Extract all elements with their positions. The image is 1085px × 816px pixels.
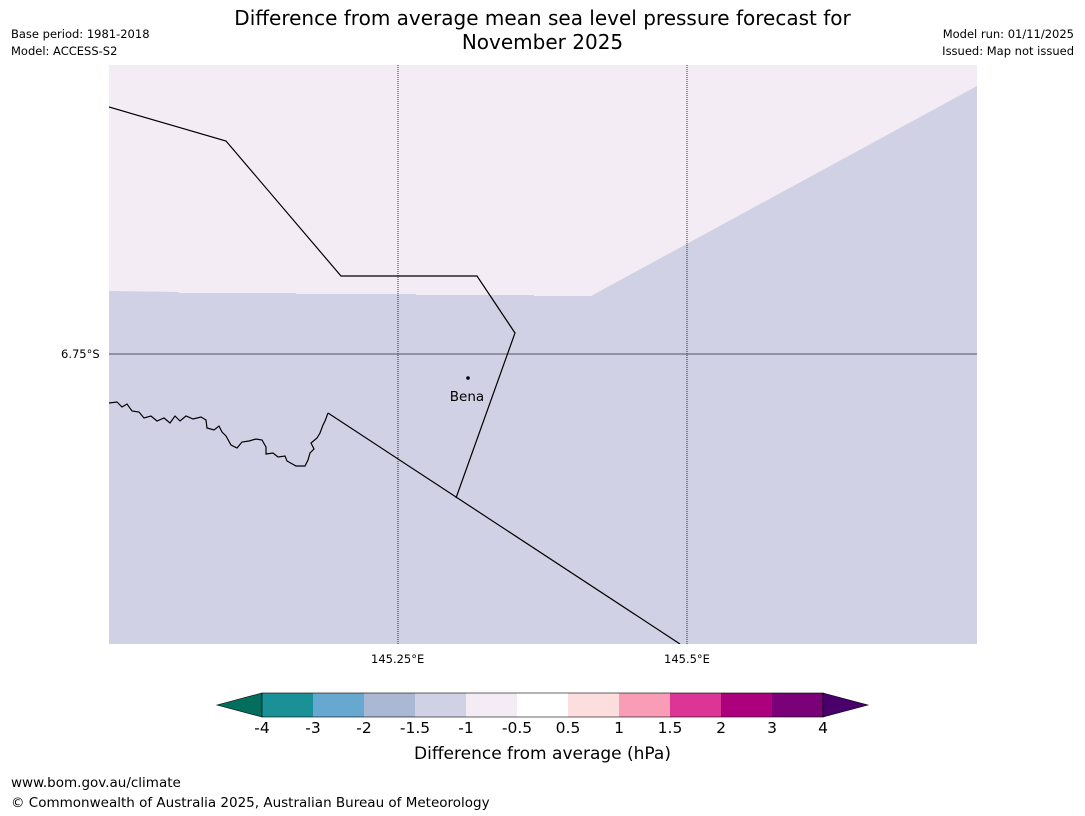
colorbar-title: Difference from average (hPa) bbox=[414, 744, 671, 764]
colorbar-tick: -3 bbox=[305, 719, 321, 737]
colorbar-extend-high bbox=[822, 692, 870, 718]
colorbar-extend-low bbox=[215, 692, 263, 718]
province-boundary-south bbox=[327, 412, 681, 644]
lower-fill-region bbox=[109, 86, 977, 644]
colorbar-tick: 0.5 bbox=[555, 719, 581, 737]
model-name: Model: ACCESS-S2 bbox=[11, 44, 118, 58]
colorbar-segment-2 bbox=[313, 693, 364, 717]
title-line-2: November 2025 bbox=[461, 30, 624, 54]
colorbar-tick: -1 bbox=[458, 719, 474, 737]
map-title: Difference from average mean sea level p… bbox=[0, 6, 1085, 54]
province-boundary-north bbox=[109, 106, 516, 499]
colorbar-tick: -2 bbox=[356, 719, 372, 737]
colorbar-segment-3 bbox=[364, 693, 415, 717]
colorbar-segment-1 bbox=[262, 693, 313, 717]
place-label-bena: Bena bbox=[450, 389, 484, 405]
model-run: Model run: 01/11/2025 bbox=[942, 27, 1074, 41]
place-marker-bena bbox=[466, 376, 470, 380]
colorbar-segment-9 bbox=[670, 693, 721, 717]
colorbar-segment-6 bbox=[517, 693, 568, 717]
colorbar-tick: 4 bbox=[818, 719, 828, 737]
colorbar-segment-11 bbox=[772, 693, 823, 717]
map-panel[interactable]: Bena bbox=[109, 65, 977, 644]
colorbar-outline bbox=[261, 692, 824, 718]
colorbar-tick: 2 bbox=[716, 719, 726, 737]
colorbar-tick: 1 bbox=[614, 719, 624, 737]
river-line bbox=[109, 401, 329, 467]
colorbar-segment-10 bbox=[721, 693, 772, 717]
colorbar-tick: 1.5 bbox=[657, 719, 683, 737]
colorbar-tick: 3 bbox=[767, 719, 777, 737]
latitude-tick-label: 6.75°S bbox=[61, 347, 100, 361]
longitude-tick-label-2: 145.5°E bbox=[664, 652, 710, 666]
colorbar-tick: -0.5 bbox=[501, 719, 533, 737]
longitude-tick-label-1: 145.25°E bbox=[371, 652, 425, 666]
colorbar bbox=[215, 692, 870, 718]
meta-right: Model run: 01/11/2025 Issued: Map not is… bbox=[942, 26, 1074, 60]
issued-status: Issued: Map not issued bbox=[942, 44, 1074, 58]
map-svg[interactable]: Bena bbox=[109, 65, 977, 644]
title-line-1: Difference from average mean sea level p… bbox=[234, 6, 851, 30]
colorbar-tick: -1.5 bbox=[399, 719, 431, 737]
footer-url[interactable]: www.bom.gov.au/climate bbox=[11, 775, 181, 791]
colorbar-segment-8 bbox=[619, 693, 670, 717]
colorbar-tick: -4 bbox=[254, 719, 270, 737]
colorbar-segment-5 bbox=[466, 693, 517, 717]
footer-copyright: © Commonwealth of Australia 2025, Austra… bbox=[11, 795, 490, 811]
meta-left: Base period: 1981-2018 Model: ACCESS-S2 bbox=[11, 26, 150, 60]
colorbar-segment-7 bbox=[568, 693, 619, 717]
colorbar-segment-4 bbox=[415, 693, 466, 717]
base-period: Base period: 1981-2018 bbox=[11, 27, 150, 41]
